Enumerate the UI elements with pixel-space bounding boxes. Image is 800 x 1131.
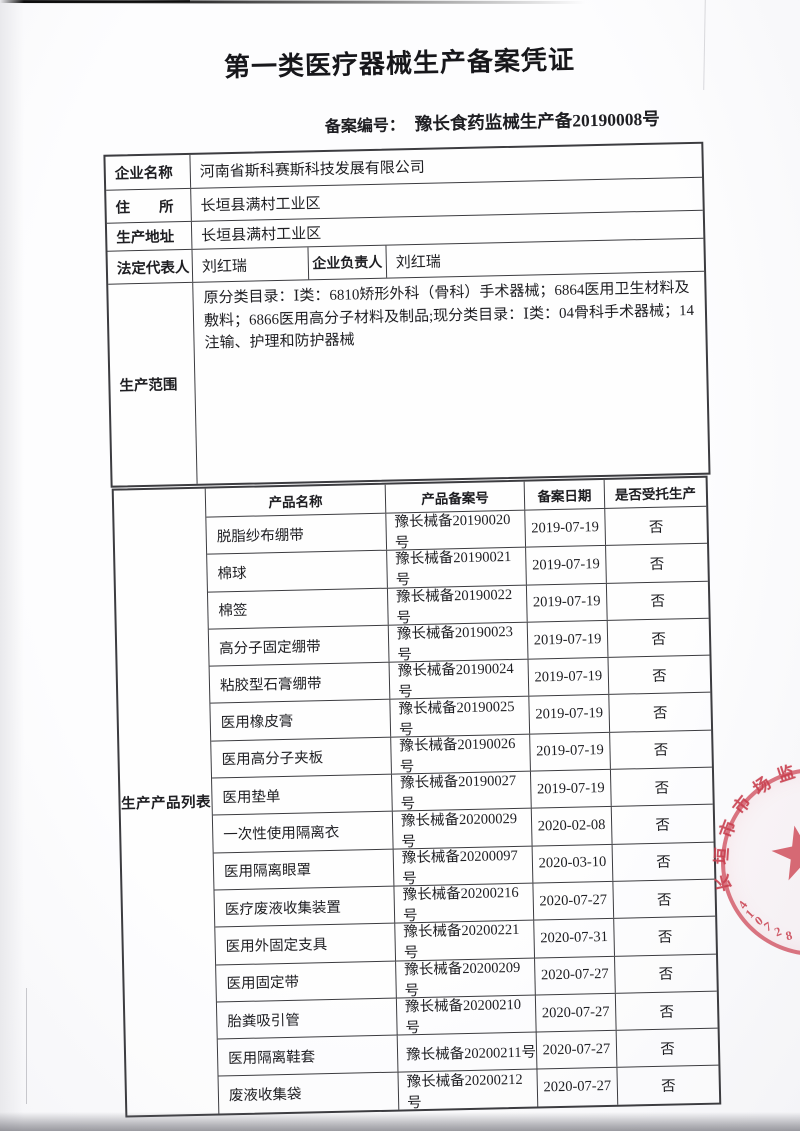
entrusted-flag-cell: 否	[609, 767, 713, 807]
product-record-no-cell: 豫长械备20200216号	[393, 883, 534, 923]
product-name-cell: 脱脂纱布绷带	[216, 527, 304, 546]
scan-artifact-crease-bottom-left	[26, 988, 27, 1104]
entrusted-flag-cell: 否	[614, 954, 717, 993]
legal-representative-value: 刘红瑞	[191, 247, 309, 282]
product-record-no-cell: 豫长械备20190024号	[388, 659, 529, 700]
company-info-table: 企业名称 河南省斯科赛斯科技发展有限公司 住 所 长垣县满村工业区 生产地址 长…	[103, 141, 711, 488]
address-label: 住 所	[115, 198, 174, 217]
record-date-cell: 2019-07-19	[525, 583, 607, 622]
entrusted-flag-cell: 否	[615, 1028, 719, 1068]
product-name-cell: 棉球	[217, 565, 247, 583]
product-record-no-cell: 豫长械备20200212号	[397, 1070, 538, 1110]
product-record-no-cell: 豫长械备20190026号	[390, 734, 530, 774]
product-name-cell: 医用橡皮膏	[220, 713, 294, 732]
record-date-cell: 2019-07-19	[525, 546, 606, 585]
entrusted-flag-cell: 否	[605, 581, 709, 620]
product-record-no-cell: 豫长械备20200211号	[396, 1032, 537, 1073]
entrusted-flag-cell: 否	[610, 805, 714, 844]
product-name-cell: 医用垫单	[222, 788, 281, 807]
record-date-cell: 2019-07-19	[527, 658, 609, 697]
product-record-no-cell: 豫长械备20200210号	[395, 995, 536, 1035]
record-date-cell: 2020-07-27	[536, 1068, 618, 1107]
record-number-value: 豫长食药监械生产备20190008号	[414, 108, 660, 134]
entrusted-flag-cell: 否	[604, 506, 708, 546]
product-name-cell: 一次性使用隔离衣	[223, 824, 340, 844]
record-date-cell: 2019-07-19	[528, 695, 610, 734]
product-record-no-cell: 豫长械备20190027号	[390, 771, 531, 812]
product-record-no-cell: 豫长械备20200209号	[395, 958, 535, 998]
product-record-no-cell: 豫长械备20190025号	[389, 697, 530, 737]
product-name-cell: 粘胶型石膏绷带	[219, 675, 322, 695]
entrusted-flag-cell: 否	[606, 618, 710, 658]
entrusted-flag-cell: 否	[609, 730, 712, 769]
scan-artifact-bottom-shadow	[0, 1112, 800, 1131]
legal-representative-label: 法定代表人	[116, 259, 190, 278]
product-name-cell: 医用固定带	[226, 974, 300, 993]
entrusted-flag-cell: 否	[616, 1066, 720, 1105]
production-scope-label: 生产范围	[119, 377, 178, 395]
record-date-cell: 2019-07-19	[529, 769, 611, 808]
entrusted-flag-cell: 否	[608, 693, 712, 732]
product-name-cell: 高分子固定绷带	[219, 638, 321, 657]
record-date-cell: 2020-07-27	[535, 1030, 617, 1070]
production-scope-text: 原分类目录：Ⅰ类：6810矫形外科（骨科）手术器械；6864医用卫生材料及敷料；…	[192, 271, 709, 484]
header-record-date: 备案日期	[523, 479, 605, 510]
product-name-cell: 医用外固定支具	[225, 936, 328, 956]
product-record-no-cell: 豫长械备20190022号	[386, 585, 527, 625]
record-date-cell: 2020-07-27	[532, 881, 614, 920]
product-record-no-cell: 豫长械备20200097号	[392, 846, 533, 886]
record-number-line: 备案编号： 豫长食药监械生产备20190008号	[325, 106, 660, 138]
entrusted-flag-cell: 否	[612, 879, 716, 919]
record-date-cell: 2019-07-19	[526, 620, 608, 659]
product-name-cell: 医用隔离眼罩	[223, 862, 312, 881]
record-date-cell: 2020-07-27	[534, 956, 615, 995]
product-name-cell: 医疗废液收集装置	[224, 899, 342, 918]
header-entrusted: 是否受托生产	[603, 477, 707, 508]
record-date-cell: 2020-07-27	[534, 993, 616, 1032]
header-product-name: 产品名称	[268, 494, 323, 511]
scan-artifact-left-edge	[0, 0, 24, 1131]
entrusted-flag-cell: 否	[605, 544, 708, 583]
record-date-cell: 2019-07-19	[524, 508, 606, 547]
record-date-cell: 2020-03-10	[531, 844, 613, 883]
header-record-no: 产品备案号	[384, 481, 525, 513]
record-date-cell: 2020-02-08	[530, 807, 612, 846]
certificate-title: 第一类医疗器械生产备案凭证	[223, 45, 576, 83]
product-name-cell: 胎粪吸引管	[227, 1012, 301, 1030]
record-date-cell: 2019-07-19	[529, 732, 610, 771]
product-list-side-label: 生产产品列表	[113, 488, 220, 1116]
product-record-no-cell: 豫长械备20190021号	[386, 547, 526, 588]
product-record-no-cell: 豫长械备20190023号	[387, 622, 528, 662]
entrusted-flag-cell: 否	[611, 842, 715, 881]
product-record-no-cell: 豫长械备20200029号	[391, 808, 532, 849]
record-number-label: 备案编号：	[324, 117, 406, 136]
entrusted-flag-cell: 否	[613, 916, 716, 956]
product-list-table: 生产产品列表 产品名称 产品备案号 备案日期 是否受托生产 脱脂纱布绷带 豫长械…	[111, 475, 722, 1118]
enterprise-manager-label: 企业负责人	[307, 245, 387, 280]
product-name-cell: 棉签	[218, 602, 248, 620]
product-name-cell: 医用高分子夹板	[221, 750, 324, 769]
production-address-label: 生产地址	[116, 229, 175, 247]
product-record-no-cell: 豫长械备20190020号	[385, 510, 526, 551]
entrusted-flag-cell: 否	[614, 991, 718, 1030]
info-row-production-scope: 生产范围 原分类目录：Ⅰ类：6810矫形外科（骨科）手术器械；6864医用卫生材…	[108, 270, 709, 486]
company-name-label: 企业名称	[114, 165, 173, 183]
record-date-cell: 2020-07-31	[533, 919, 614, 958]
product-list-grid: 产品名称 产品备案号 备案日期 是否受托生产 脱脂纱布绷带 豫长械备201900…	[206, 477, 720, 1114]
product-name-cell: 医用隔离鞋套	[227, 1049, 316, 1068]
product-record-no-cell: 豫长械备20200221号	[394, 920, 535, 961]
entrusted-flag-cell: 否	[607, 655, 711, 695]
product-name-cell: 废液收集袋	[228, 1086, 302, 1105]
